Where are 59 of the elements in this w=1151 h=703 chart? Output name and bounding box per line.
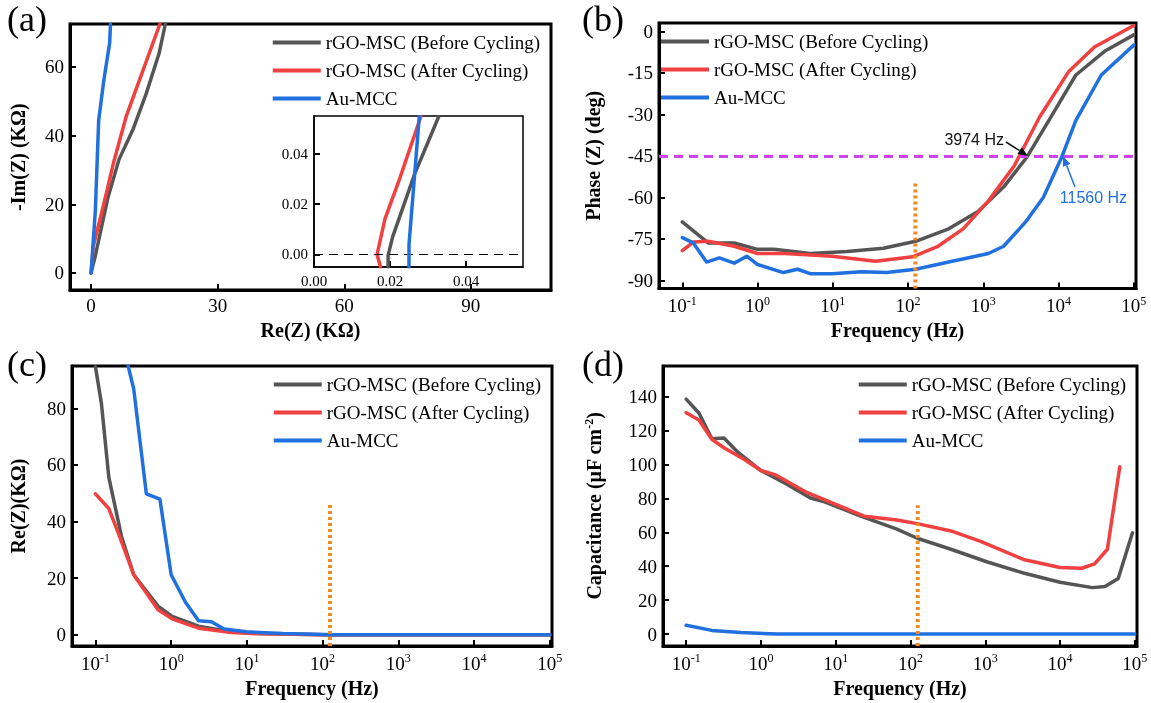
y-tick-label: -90 [627,269,653,291]
legend-label: rGO-MSC (Before Cycling) [714,31,929,53]
x-axis-title: Frequency (Hz) [830,319,965,342]
y-axis-title: Capacitance (μF cm-2) [582,412,606,600]
y-axis-title: Phase (Z) (deg) [582,90,605,221]
y-tick-label: 0.00 [281,246,308,263]
x-axis-title: Re(Z) (KΩ) [260,319,361,342]
y-tick-label: 20 [638,589,657,611]
legend-label: rGO-MSC (After Cycling) [911,402,1115,424]
y-tick-label: 140 [628,386,657,408]
y-tick-label: 0.04 [281,145,309,162]
y-tick-label: 60 [47,454,66,476]
y-tick-label: 60 [45,56,64,78]
x-tick-label: 90 [461,295,481,317]
annotation: 11560 Hz [1059,188,1128,206]
legend-label: Au-MCC [326,430,399,451]
legend-label: rGO-MSC (Before Cycling) [911,374,1127,396]
y-tick-label: -30 [627,103,653,125]
y-tick-label: 120 [628,419,657,441]
y-tick-label: 40 [47,511,66,533]
y-tick-label: 60 [638,521,657,543]
chart-title: (a) [7,0,47,39]
y-tick-label: 20 [45,193,64,215]
y-tick-label: 20 [47,567,66,589]
y-tick-label: 0 [647,623,657,645]
legend-label: rGO-MSC (After Cycling) [326,402,530,424]
x-tick-label: 0.00 [300,272,328,289]
y-tick-label: 80 [638,487,657,509]
legend-label: Au-MCC [714,87,786,108]
annotation: 3974 Hz [944,130,1004,148]
x-tick-label: 0.02 [376,272,404,289]
legend-label: rGO-MSC (After Cycling) [325,60,529,82]
y-tick-label: 40 [638,555,657,577]
x-axis-title: Frequency (Hz) [833,677,967,700]
chart-title: (c) [7,344,47,384]
y-axis-title: -Im(Z) (KΩ) [7,103,30,211]
y-tick-label: -45 [627,145,653,167]
y-tick-label: -75 [627,228,653,250]
y-tick-label: -60 [627,186,653,208]
y-tick-label: 0 [56,624,66,646]
legend-label: rGO-MSC (After Cycling) [714,59,917,81]
x-tick-label: 0.04 [452,272,480,289]
y-tick-label: 80 [47,397,66,419]
y-tick-label: 100 [628,453,657,475]
chart-title: (b) [582,0,624,39]
y-tick-label: 0 [643,20,653,42]
legend-label: rGO-MSC (Before Cycling) [326,374,542,396]
x-axis-title: Frequency (Hz) [245,677,379,700]
y-tick-label: 0.02 [281,196,308,213]
x-tick-label: 60 [334,295,354,317]
y-tick-label: 40 [45,125,64,147]
legend-label: rGO-MSC (Before Cycling) [325,32,541,54]
y-tick-label: -15 [627,62,653,84]
chart-title: (d) [582,344,624,384]
y-axis-title: Re(Z)(KΩ) [7,458,30,554]
legend-label: Au-MCC [911,430,984,451]
x-tick-label: 30 [208,295,228,317]
legend-label: Au-MCC [325,88,398,109]
x-tick-label: 0 [86,295,96,317]
